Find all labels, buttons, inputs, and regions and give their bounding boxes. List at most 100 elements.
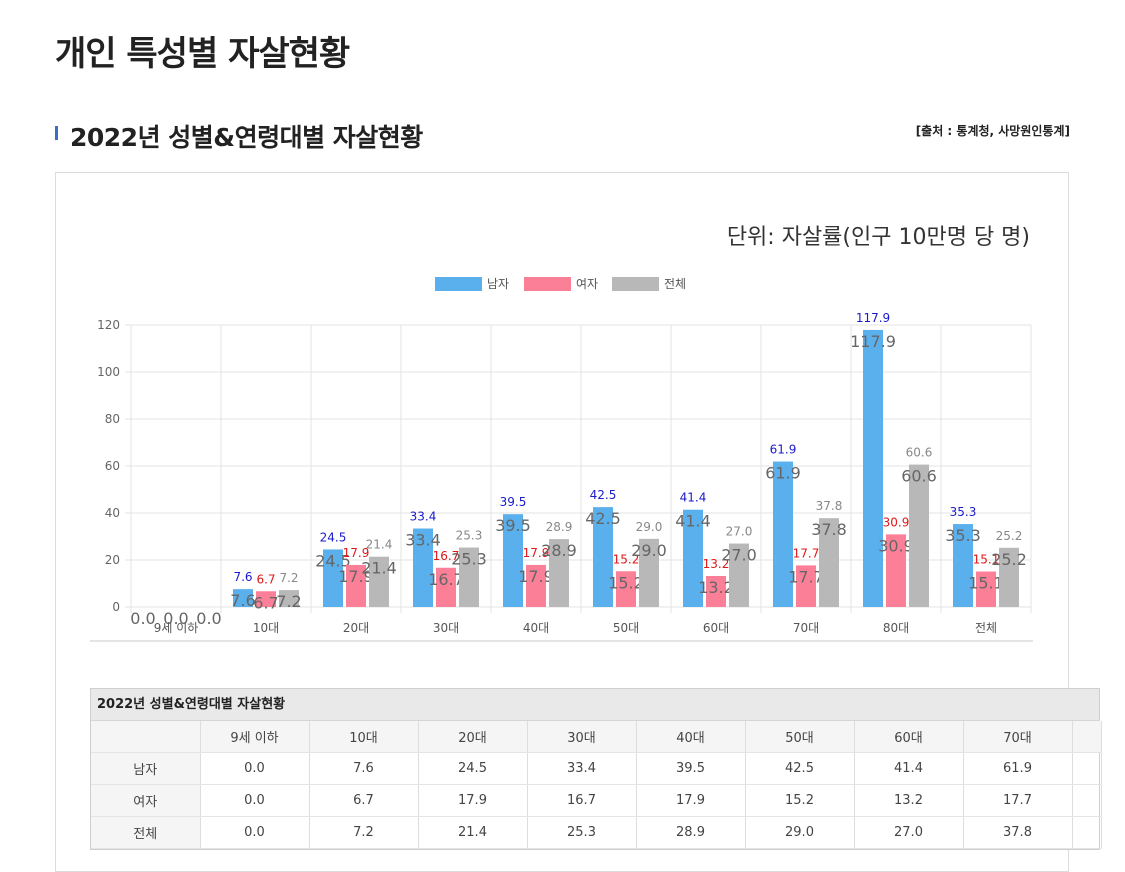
bar-inner-label: 37.8 [811,520,847,539]
bar-inner-label: 25.3 [451,550,487,569]
table-cell: 13.2 [854,784,964,817]
y-tick-label: 20 [105,553,120,567]
table-cell: 39.5 [636,752,746,785]
x-tick-label: 10대 [253,621,279,635]
bar-male [683,509,703,607]
legend-swatch [612,277,659,291]
bar-inner-label: 27.0 [721,546,757,565]
source-note: [출처 : 통계청, 사망원인통계] [915,124,1070,138]
bar-inner-label: 61.9 [765,464,801,483]
table-cell: 0.0 [200,784,310,817]
bar-total [639,538,659,607]
bar-inner-label: 6.7 [253,593,278,612]
table-cell: 25.3 [527,816,637,849]
bar-inner-label: 117.9 [850,332,896,351]
table-header-cell: 9세 이하 [200,721,310,753]
bar-total [369,556,389,607]
legend-swatch [435,277,482,291]
bar-female [706,575,726,607]
table-cell: 42.5 [745,752,855,785]
bar-top-label: 7.2 [279,571,298,585]
table-cell: 0.0 [200,816,310,849]
table-cell: 37.8 [963,816,1073,849]
bar-top-label: 41.4 [680,491,707,505]
x-tick-label: 50대 [613,621,639,635]
bar-inner-label: 17.7 [788,567,824,586]
table-row: 여자 0.0 6.7 17.9 16.7 17.9 15.2 13.2 17.7 [91,784,1102,817]
bar-total [279,590,299,607]
bar-top-label: 17.9 [343,546,370,560]
table-cell [1072,752,1102,785]
bar-total [549,539,569,607]
table-cell: 33.4 [527,752,637,785]
bar-female [886,534,906,607]
bar-inner-label: 21.4 [361,559,397,578]
table-cell: 17.7 [963,784,1073,817]
bar-top-label: 16.7 [433,549,460,563]
table-row: 전체 0.0 7.2 21.4 25.3 28.9 29.0 27.0 37.8 [91,816,1102,849]
x-tick-label: 70대 [793,621,819,635]
bar-inner-label: 28.9 [541,541,577,560]
table-row-label: 전체 [91,816,201,849]
bar-top-label: 15.1 [973,553,1000,567]
table-header-cell: 10대 [309,721,419,753]
bar-top-label: 61.9 [770,443,797,457]
bar-inner-label: 42.5 [585,509,621,528]
table-row-label: 남자 [91,752,201,785]
table-grid: 9세 이하 10대 20대 30대 40대 50대 60대 70대 남자 0.0… [91,721,1102,849]
table-cell [1072,784,1102,817]
legend-label: 전체 [664,277,686,291]
bar-female [526,564,546,607]
bar-inner-label: 41.4 [675,512,711,531]
section-marker [55,126,58,140]
bar-top-label: 17.9 [523,546,550,560]
unit-label: 단위: 자살률(인구 10만명 당 명) [726,225,1030,250]
x-tick-label: 40대 [523,621,549,635]
table-cell: 27.0 [854,816,964,849]
bar-top-label: 42.5 [590,488,617,502]
bar-female [796,565,816,607]
bar-male [953,524,973,607]
bar-inner-label: 15.1 [968,574,1004,593]
table-cell: 17.9 [636,784,746,817]
bar-total [909,464,929,607]
table-cell: 0.0 [200,752,310,785]
table-cell: 24.5 [418,752,528,785]
table-header-cell [1072,721,1102,753]
y-tick-label: 0 [112,600,120,614]
bar-inner-label: 39.5 [495,516,531,535]
bar-inner-label: 33.4 [405,531,441,550]
y-tick-label: 40 [105,506,120,520]
bar-top-label: 13.2 [703,557,730,571]
bar-male [233,589,253,607]
legend-label: 여자 [576,277,598,291]
bar-female [346,564,366,607]
bar-top-label: 24.5 [320,530,347,544]
table-cell: 29.0 [745,816,855,849]
bar-inner-label: 16.7 [428,570,464,589]
bar-top-label: 15.2 [613,552,640,566]
bar-top-label: 6.7 [256,572,275,586]
x-tick-label: 20대 [343,621,369,635]
table-cell: 17.9 [418,784,528,817]
table-cell: 7.2 [309,816,419,849]
table-header-cell: 40대 [636,721,746,753]
bar-inner-label: 13.2 [698,578,734,597]
table-cell: 28.9 [636,816,746,849]
bar-top-label: 30.9 [883,515,910,529]
bar-inner-label: 0.0 [196,609,221,628]
bar-female [976,571,996,607]
table-header-cell: 20대 [418,721,528,753]
bar-total [999,547,1019,607]
legend-label: 남자 [487,277,509,291]
bar-inner-label: 15.2 [608,573,644,592]
bar-top-label: 35.3 [950,505,977,519]
bar-female [616,571,636,607]
x-tick-label: 80대 [883,621,909,635]
x-tick-label: 9세 이하 [154,621,199,635]
bar-top-label: 17.7 [793,546,820,560]
table-header-row: 9세 이하 10대 20대 30대 40대 50대 60대 70대 [91,721,1102,753]
table-header-cell: 70대 [963,721,1073,753]
bar-inner-label: 24.5 [315,551,351,570]
